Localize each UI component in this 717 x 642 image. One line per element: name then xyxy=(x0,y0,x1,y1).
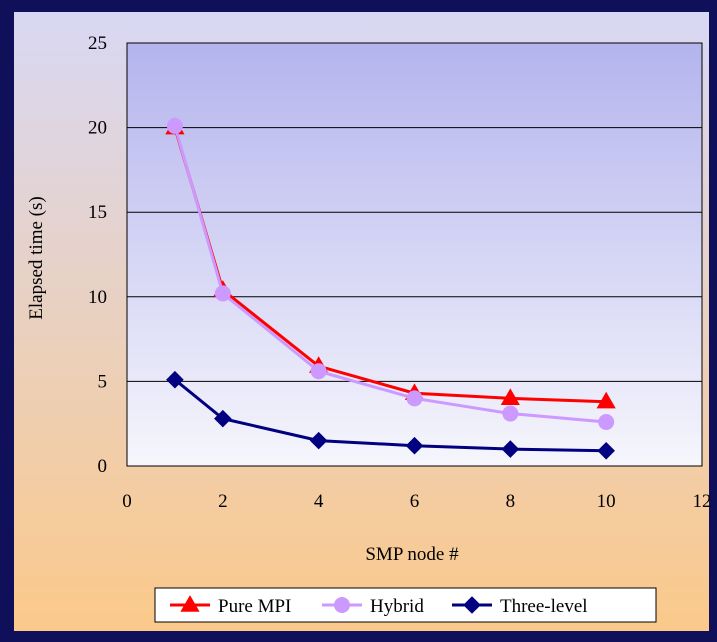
data-point xyxy=(502,405,519,422)
y-tick-label: 10 xyxy=(88,287,107,308)
data-point xyxy=(597,441,615,460)
data-point xyxy=(166,370,184,389)
data-point xyxy=(309,431,328,450)
y-tick-label: 5 xyxy=(98,371,108,392)
y-axis-label: Elapsed time (s) xyxy=(26,196,47,319)
x-axis-label: SMP node # xyxy=(365,544,459,565)
legend-label: Pure MPI xyxy=(218,596,291,617)
data-point xyxy=(214,409,232,428)
y-tick-label: 0 xyxy=(98,456,108,477)
data-point xyxy=(405,436,424,455)
y-tick-label: 15 xyxy=(88,202,107,223)
data-point xyxy=(596,391,616,409)
data-point xyxy=(310,363,327,380)
legend-label: Hybrid xyxy=(370,596,424,617)
data-point xyxy=(501,440,520,458)
legend-box xyxy=(154,587,657,623)
x-tick-label: 0 xyxy=(122,491,132,512)
series-line xyxy=(173,125,607,424)
series-three-level xyxy=(166,370,615,460)
y-tick-label: 25 xyxy=(88,33,107,54)
legend: Pure MPI Hybrid Three-level xyxy=(154,587,657,623)
data-point xyxy=(166,117,183,134)
y-tick-label: 20 xyxy=(88,118,107,139)
data-point xyxy=(406,390,423,407)
data-point xyxy=(500,388,520,406)
x-tick-label: 8 xyxy=(506,491,516,512)
legend-marker xyxy=(463,596,481,614)
data-point xyxy=(214,285,231,302)
x-tick-label: 10 xyxy=(597,491,616,512)
legend-label: Three-level xyxy=(500,596,588,617)
x-tick-label: 12 xyxy=(693,491,712,512)
legend-marker xyxy=(180,595,200,612)
legend-marker xyxy=(334,597,350,613)
series-line xyxy=(173,378,607,453)
x-tick-label: 2 xyxy=(218,491,228,512)
x-tick-label: 4 xyxy=(314,491,324,512)
x-tick-label: 6 xyxy=(410,491,420,512)
data-point xyxy=(598,414,615,431)
series-hybrid xyxy=(166,117,615,431)
